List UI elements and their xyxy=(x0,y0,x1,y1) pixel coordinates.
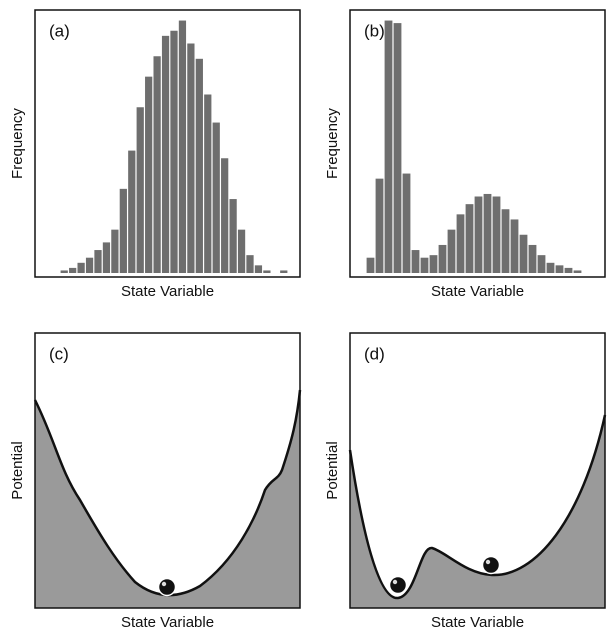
panel-label: (c) xyxy=(49,344,69,363)
y-axis-label: Potential xyxy=(324,441,341,499)
bar xyxy=(384,20,393,273)
panel-label: (d) xyxy=(364,344,385,363)
bar xyxy=(178,20,187,273)
ball-highlight xyxy=(392,579,398,585)
bar xyxy=(229,199,237,273)
panel-frame xyxy=(349,332,606,609)
bar xyxy=(212,122,220,273)
bar xyxy=(510,219,519,273)
bar xyxy=(77,262,85,273)
bar xyxy=(60,270,68,273)
ball-highlight xyxy=(485,559,491,565)
bar xyxy=(501,209,510,273)
bar xyxy=(161,35,170,273)
panel-frame xyxy=(34,332,301,609)
bar xyxy=(102,242,111,273)
bar xyxy=(474,196,483,273)
panel: (c) State Variable Potential xyxy=(9,332,302,631)
bar xyxy=(492,196,501,273)
bar xyxy=(153,56,161,273)
ball xyxy=(481,555,501,575)
bar xyxy=(483,193,492,273)
x-axis-label: State Variable xyxy=(121,283,214,300)
bar xyxy=(456,214,465,273)
panel: (a) State Variable Frequency xyxy=(9,9,301,300)
bar xyxy=(528,244,537,273)
bar xyxy=(187,43,195,273)
panel: (b) State Variable Frequency xyxy=(324,9,606,300)
ball xyxy=(388,575,408,595)
bar xyxy=(195,58,203,273)
panel-label: (b) xyxy=(364,21,385,40)
bar xyxy=(111,229,119,273)
potential-area xyxy=(350,415,605,608)
bar xyxy=(555,265,564,273)
panel-frame xyxy=(34,9,301,278)
bar xyxy=(136,107,144,273)
bar xyxy=(246,255,254,273)
ball-highlight xyxy=(161,581,167,587)
bar xyxy=(204,94,212,273)
bar xyxy=(366,257,375,273)
bar xyxy=(170,30,178,273)
panel: (d) State Variable Potential xyxy=(324,332,607,631)
bar xyxy=(420,257,429,273)
potential-curve xyxy=(348,414,607,600)
bar xyxy=(254,265,263,273)
bar xyxy=(411,250,420,273)
bar xyxy=(145,76,153,274)
potential-curve xyxy=(33,389,302,597)
bar xyxy=(546,262,555,273)
bar xyxy=(438,244,447,273)
bar xyxy=(537,255,546,273)
bar xyxy=(402,173,411,273)
panel-frame xyxy=(349,9,606,278)
bar xyxy=(519,234,528,273)
bar xyxy=(375,178,384,273)
ball xyxy=(157,577,177,597)
panel-label: (a) xyxy=(49,21,70,40)
bar xyxy=(263,270,271,273)
bar xyxy=(280,270,288,273)
bar xyxy=(573,270,582,273)
y-axis-label: Frequency xyxy=(9,108,26,179)
bar xyxy=(564,267,573,273)
x-axis-label: State Variable xyxy=(431,614,524,631)
bar xyxy=(119,188,127,273)
bar xyxy=(221,158,229,273)
bar xyxy=(128,150,136,273)
bar xyxy=(393,23,402,273)
y-axis-label: Potential xyxy=(9,441,26,499)
x-axis-label: State Variable xyxy=(121,614,214,631)
x-axis-label: State Variable xyxy=(431,283,524,300)
y-axis-label: Frequency xyxy=(324,108,341,179)
bar xyxy=(94,250,102,273)
bar xyxy=(447,229,456,273)
bar xyxy=(69,267,77,273)
bar xyxy=(429,255,438,273)
bar xyxy=(465,204,474,273)
bar xyxy=(237,229,246,273)
potential-area xyxy=(35,390,300,608)
bar xyxy=(85,257,94,273)
